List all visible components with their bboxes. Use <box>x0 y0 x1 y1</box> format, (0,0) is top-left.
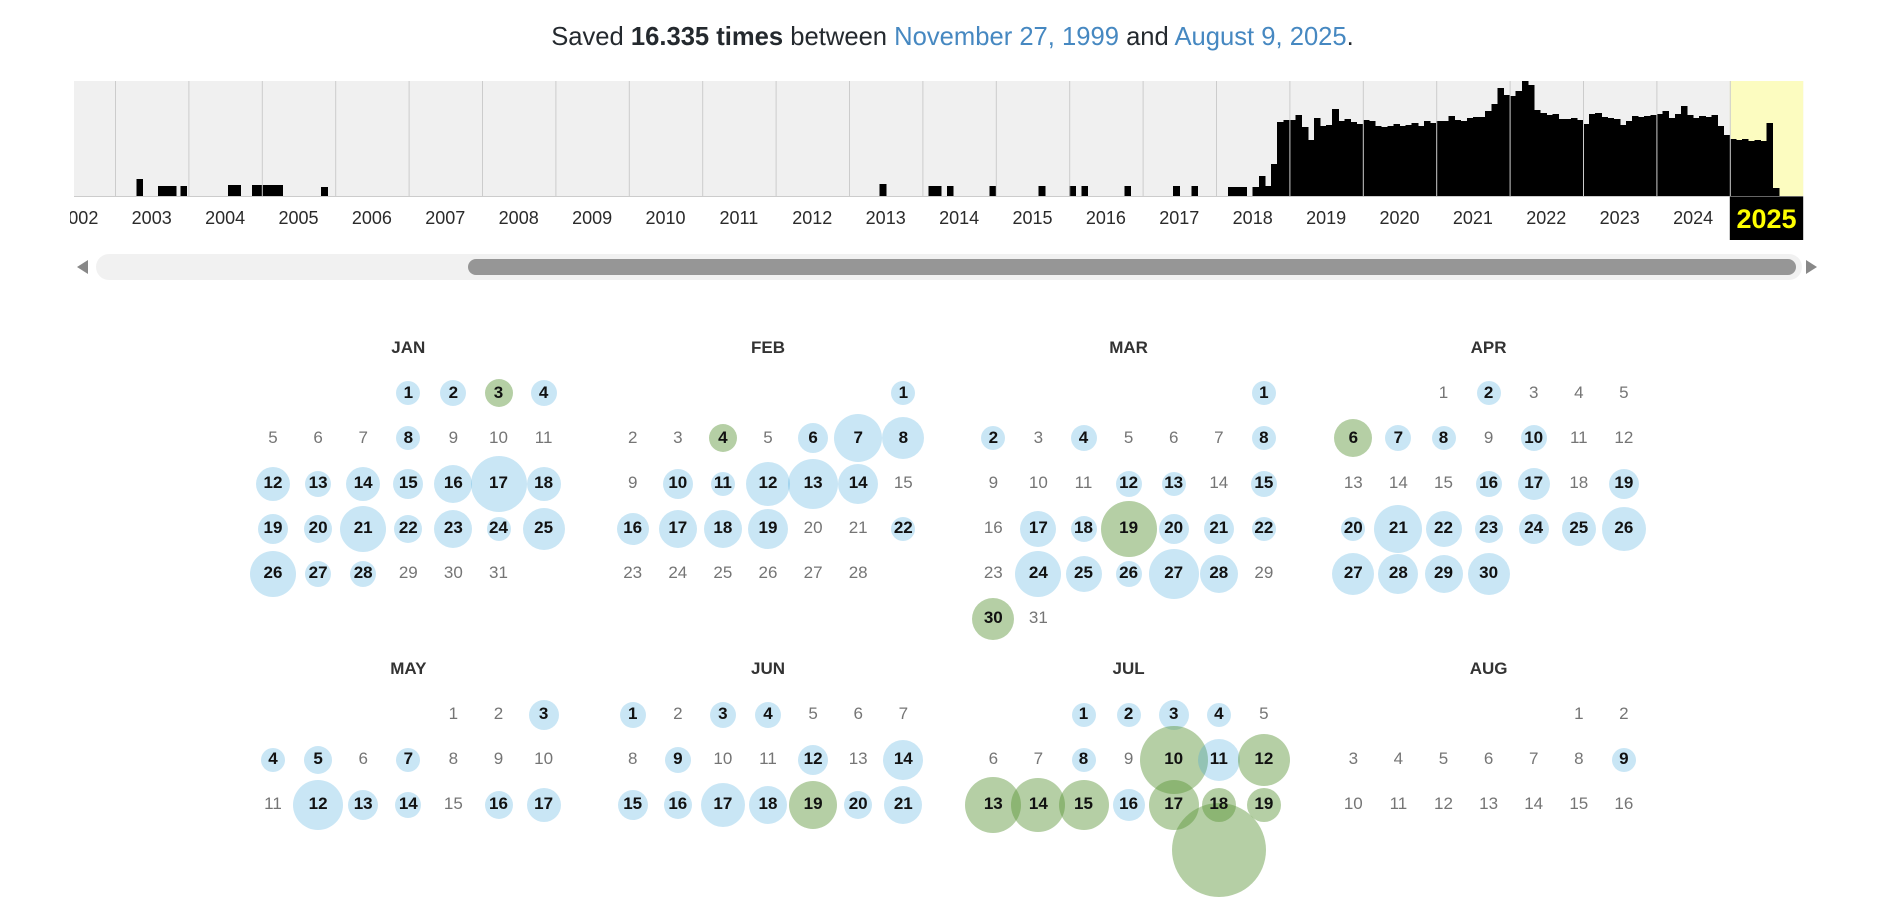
svg-text:2019: 2019 <box>1306 208 1346 228</box>
svg-text:2021: 2021 <box>1453 208 1493 228</box>
svg-text:2020: 2020 <box>1379 208 1419 228</box>
svg-text:2017: 2017 <box>1159 208 1199 228</box>
svg-text:2007: 2007 <box>425 208 465 228</box>
svg-text:2016: 2016 <box>1086 208 1126 228</box>
svg-text:2023: 2023 <box>1600 208 1640 228</box>
svg-text:2014: 2014 <box>939 208 979 228</box>
svg-text:2004: 2004 <box>205 208 245 228</box>
svg-text:2010: 2010 <box>645 208 685 228</box>
svg-text:2009: 2009 <box>572 208 612 228</box>
svg-text:2022: 2022 <box>1526 208 1566 228</box>
svg-text:2006: 2006 <box>352 208 392 228</box>
svg-text:2008: 2008 <box>499 208 539 228</box>
svg-text:2012: 2012 <box>792 208 832 228</box>
svg-text:2003: 2003 <box>132 208 172 228</box>
svg-text:2011: 2011 <box>720 208 759 228</box>
svg-text:2002: 2002 <box>70 208 98 228</box>
svg-text:2024: 2024 <box>1673 208 1713 228</box>
svg-text:2013: 2013 <box>866 208 906 228</box>
svg-text:2005: 2005 <box>278 208 318 228</box>
svg-text:2025: 2025 <box>1736 204 1796 234</box>
svg-text:2015: 2015 <box>1012 208 1052 228</box>
svg-text:2018: 2018 <box>1233 208 1273 228</box>
